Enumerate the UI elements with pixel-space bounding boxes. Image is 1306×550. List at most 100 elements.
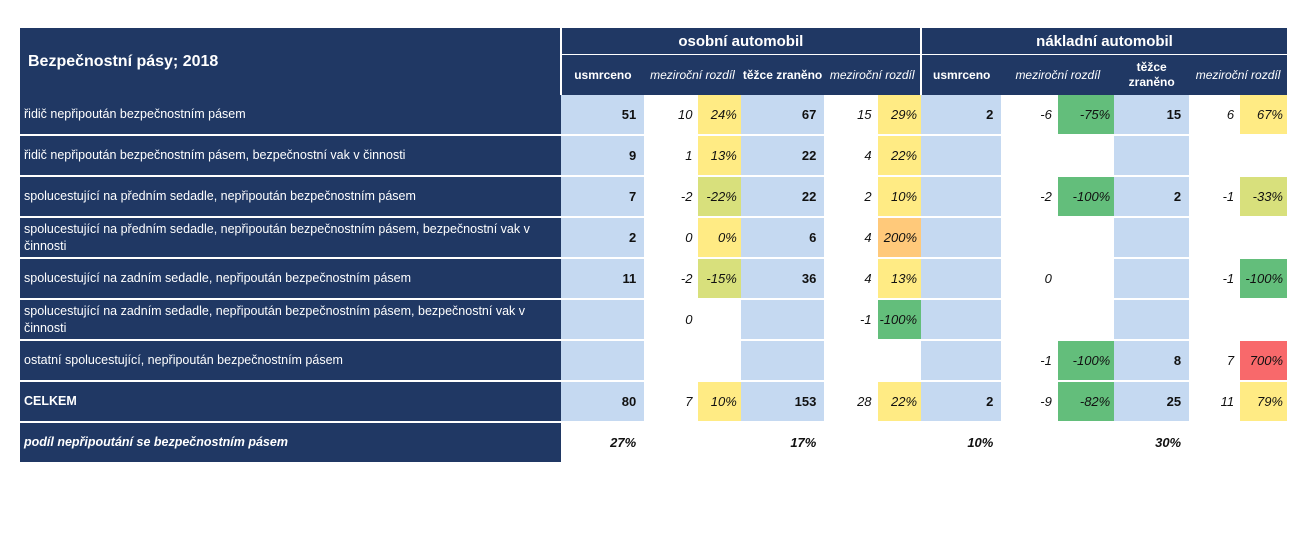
nakladni-usmrceno-value bbox=[921, 217, 1002, 259]
col-header-mezirocni: meziroční rozdíl bbox=[644, 54, 741, 95]
col-header-tezce-zraneno: těžce zraněno bbox=[1114, 54, 1190, 95]
nakladni-tezce-zraneno-diff: 7 bbox=[1189, 340, 1241, 382]
nakladni-tezce-zraneno-diff bbox=[1189, 299, 1241, 341]
row-label: spolucestující na předním sedadle, nepři… bbox=[20, 217, 561, 259]
nakladni-usmrceno-diff-pct bbox=[1057, 258, 1115, 300]
osobni-tezce-zraneno-diff-pct: 22% bbox=[877, 381, 922, 423]
seatbelt-table: Bezpečnostní pásy; 2018 osobní automobil… bbox=[20, 28, 1287, 464]
row-label: spolucestující na zadním sedadle, nepřip… bbox=[20, 299, 561, 341]
osobni-tezce-zraneno-value: 22 bbox=[740, 176, 825, 218]
nakladni-tezce-zraneno-value: 8 bbox=[1114, 340, 1190, 382]
table-row: ostatní spolucestující, nepřipoután bezp… bbox=[20, 340, 1287, 382]
nakladni-usmrceno-diff-pct bbox=[1057, 135, 1115, 177]
osobni-tezce-zraneno-diff-pct bbox=[877, 340, 922, 382]
osobni-usmrceno-value: 9 bbox=[560, 135, 645, 177]
osobni-usmrceno-diff-pct: 10% bbox=[698, 381, 741, 423]
group-header-nakladni: nákladní automobil bbox=[920, 28, 1287, 55]
nakladni-usmrceno-diff: -1 bbox=[1001, 340, 1058, 382]
nakladni-usmrceno-value bbox=[921, 135, 1002, 177]
empty-cell bbox=[1057, 422, 1115, 464]
nakladni-tezce-zraneno-value bbox=[1114, 258, 1190, 300]
col-header-mezirocni: meziroční rozdíl bbox=[1001, 54, 1115, 95]
nakladni-tezce-zraneno-diff: 6 bbox=[1189, 95, 1241, 136]
osobni-usmrceno-diff: -2 bbox=[644, 258, 699, 300]
table-row: řidič nepřipoután bezpečnostním pásem 51 1… bbox=[20, 95, 1287, 136]
row-label: podíl nepřipoutání se bezpečnostním páse… bbox=[20, 422, 561, 464]
nakladni-tezce-zraneno-diff-pct: 700% bbox=[1240, 340, 1287, 382]
nakladni-usmrceno-diff bbox=[1001, 217, 1058, 259]
nakladni-tezce-zraneno-value bbox=[1114, 217, 1190, 259]
osobni-usmrceno-diff bbox=[644, 340, 699, 382]
nakladni-usmrceno-value bbox=[921, 299, 1002, 341]
col-header-mezirocni: meziroční rozdíl bbox=[1189, 54, 1287, 95]
empty-cell bbox=[1001, 422, 1058, 464]
osobni-tezce-zraneno-diff: 2 bbox=[824, 176, 878, 218]
osobni-usmrceno-value: 2 bbox=[560, 217, 645, 259]
osobni-tezce-zraneno-diff: -1 bbox=[824, 299, 878, 341]
osobni-tezce-zraneno-diff-pct: 29% bbox=[877, 95, 922, 136]
nakladni-usmrceno-diff bbox=[1001, 135, 1058, 177]
osobni-tezce-zraneno-diff-pct: 200% bbox=[877, 217, 922, 259]
table-row: spolucestující na zadním sedadle, nepřip… bbox=[20, 299, 1287, 341]
osobni-usmrceno-diff: -2 bbox=[644, 176, 699, 218]
osobni-tezce-zraneno-diff bbox=[824, 340, 878, 382]
share-value: 27% bbox=[560, 422, 645, 464]
share-row: podíl nepřipoutání se bezpečnostním páse… bbox=[20, 422, 1287, 464]
osobni-tezce-zraneno-diff-pct: 22% bbox=[877, 135, 922, 177]
nakladni-usmrceno-value bbox=[921, 340, 1002, 382]
osobni-usmrceno-value bbox=[560, 340, 645, 382]
table-row: spolucestující na předním sedadle, nepři… bbox=[20, 176, 1287, 218]
osobni-usmrceno-diff-pct: 24% bbox=[698, 95, 741, 136]
nakladni-tezce-zraneno-diff bbox=[1189, 217, 1241, 259]
nakladni-tezce-zraneno-value bbox=[1114, 135, 1190, 177]
osobni-usmrceno-diff: 0 bbox=[644, 299, 699, 341]
osobni-usmrceno-diff: 1 bbox=[644, 135, 699, 177]
osobni-usmrceno-value: 80 bbox=[560, 381, 645, 423]
osobni-tezce-zraneno-value: 153 bbox=[740, 381, 825, 423]
osobni-tezce-zraneno-value: 36 bbox=[740, 258, 825, 300]
osobni-usmrceno-diff-pct bbox=[698, 299, 741, 341]
nakladni-tezce-zraneno-diff-pct: 79% bbox=[1240, 381, 1287, 423]
osobni-tezce-zraneno-diff: 15 bbox=[824, 95, 878, 136]
empty-cell bbox=[1240, 422, 1287, 464]
nakladni-tezce-zraneno-diff: -1 bbox=[1189, 176, 1241, 218]
nakladni-tezce-zraneno-diff-pct: -100% bbox=[1240, 258, 1287, 300]
osobni-tezce-zraneno-value: 6 bbox=[740, 217, 825, 259]
osobni-usmrceno-diff: 7 bbox=[644, 381, 699, 423]
table-row: řidič nepřipoután bezpečnostním pásem, b… bbox=[20, 135, 1287, 177]
nakladni-tezce-zraneno-value: 25 bbox=[1114, 381, 1190, 423]
osobni-tezce-zraneno-value bbox=[740, 340, 825, 382]
row-label: spolucestující na zadním sedadle, nepřip… bbox=[20, 258, 561, 300]
empty-cell bbox=[698, 422, 741, 464]
osobni-tezce-zraneno-diff-pct: 10% bbox=[877, 176, 922, 218]
nakladni-usmrceno-diff: 0 bbox=[1001, 258, 1058, 300]
osobni-tezce-zraneno-diff-pct: 13% bbox=[877, 258, 922, 300]
osobni-usmrceno-diff-pct: -15% bbox=[698, 258, 741, 300]
nakladni-usmrceno-diff-pct: -100% bbox=[1057, 176, 1115, 218]
osobni-tezce-zraneno-diff: 4 bbox=[824, 135, 878, 177]
osobni-tezce-zraneno-value: 67 bbox=[740, 95, 825, 136]
row-label: spolucestující na předním sedadle, nepři… bbox=[20, 176, 561, 218]
nakladni-tezce-zraneno-diff-pct bbox=[1240, 217, 1287, 259]
osobni-usmrceno-diff-pct: -22% bbox=[698, 176, 741, 218]
nakladni-tezce-zraneno-diff bbox=[1189, 135, 1241, 177]
osobni-tezce-zraneno-value: 22 bbox=[740, 135, 825, 177]
nakladni-tezce-zraneno-diff-pct bbox=[1240, 299, 1287, 341]
osobni-tezce-zraneno-diff-pct: -100% bbox=[877, 299, 922, 341]
osobni-usmrceno-value: 7 bbox=[560, 176, 645, 218]
col-header-mezirocni: meziroční rozdíl bbox=[824, 54, 922, 95]
nakladni-usmrceno-diff-pct bbox=[1057, 299, 1115, 341]
nakladni-tezce-zraneno-diff-pct bbox=[1240, 135, 1287, 177]
nakladni-usmrceno-diff: -6 bbox=[1001, 95, 1058, 136]
table-row: spolucestující na předním sedadle, nepři… bbox=[20, 217, 1287, 259]
osobni-usmrceno-value: 51 bbox=[560, 95, 645, 136]
osobni-usmrceno-diff-pct: 13% bbox=[698, 135, 741, 177]
nakladni-usmrceno-diff-pct bbox=[1057, 217, 1115, 259]
nakladni-usmrceno-value: 2 bbox=[921, 381, 1002, 423]
nakladni-usmrceno-value bbox=[921, 258, 1002, 300]
table-row: spolucestující na zadním sedadle, nepřip… bbox=[20, 258, 1287, 300]
group-header-osobni: osobní automobil bbox=[559, 28, 922, 55]
share-value: 30% bbox=[1114, 422, 1190, 464]
osobni-usmrceno-value: 11 bbox=[560, 258, 645, 300]
osobni-usmrceno-diff-pct bbox=[698, 340, 741, 382]
